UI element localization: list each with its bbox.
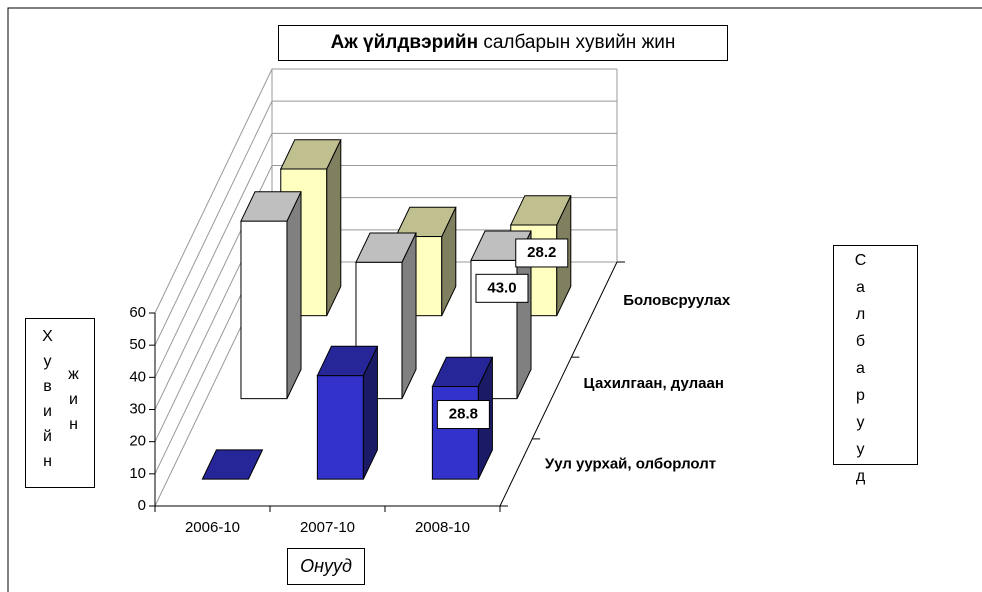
series-label: Боловсруулах — [623, 292, 731, 309]
title-bold: Аж үйлдвэрийн — [330, 32, 479, 53]
value-label-box — [475, 273, 529, 303]
bar-side — [326, 139, 342, 316]
x-tick-label: 2006-10 — [185, 519, 240, 536]
y-tick-label: 10 — [129, 465, 146, 482]
series-label: Уул уурхай, олборлолт — [545, 455, 716, 472]
bar-top — [394, 206, 457, 238]
y-tick-label: 0 — [138, 497, 146, 514]
z-axis — [499, 261, 618, 507]
value-label-box — [436, 400, 490, 430]
x-axis-label: Онууд — [287, 548, 365, 585]
chart-title: Аж үйлдвэрийн салбарын хувийн жин — [278, 25, 728, 61]
y-tick-label: 60 — [129, 304, 146, 321]
bar-top — [355, 232, 417, 263]
y-tick-label: 20 — [129, 433, 146, 450]
bar-top — [316, 345, 379, 377]
bar-top — [431, 356, 494, 388]
series-label: Цахилгаан, дулаан — [584, 375, 724, 392]
title-rest: салбарын хувийн жин — [483, 32, 676, 53]
bar-front — [316, 375, 364, 480]
bar-top — [240, 191, 302, 222]
y-tick-label: 50 — [129, 336, 146, 353]
y-tick-label: 40 — [129, 368, 146, 385]
bar-top — [201, 449, 264, 480]
x-tick-label: 2008-10 — [415, 519, 470, 536]
x-tick-label: 2007-10 — [300, 519, 355, 536]
value-label-box — [515, 238, 569, 268]
bar-top — [279, 139, 342, 170]
value-label: 28.2 — [527, 244, 556, 261]
value-label: 43.0 — [487, 279, 516, 296]
value-label: 28.8 — [449, 405, 478, 422]
y-tick-label: 30 — [129, 400, 146, 417]
bar-side — [286, 191, 302, 399]
chart-frame — [7, 7, 982, 592]
bar-front — [240, 220, 288, 400]
z-axis-label: Салбарууд — [833, 245, 918, 495]
bar-top — [509, 195, 572, 226]
y-axis-label: Хувийн жин — [25, 318, 95, 488]
